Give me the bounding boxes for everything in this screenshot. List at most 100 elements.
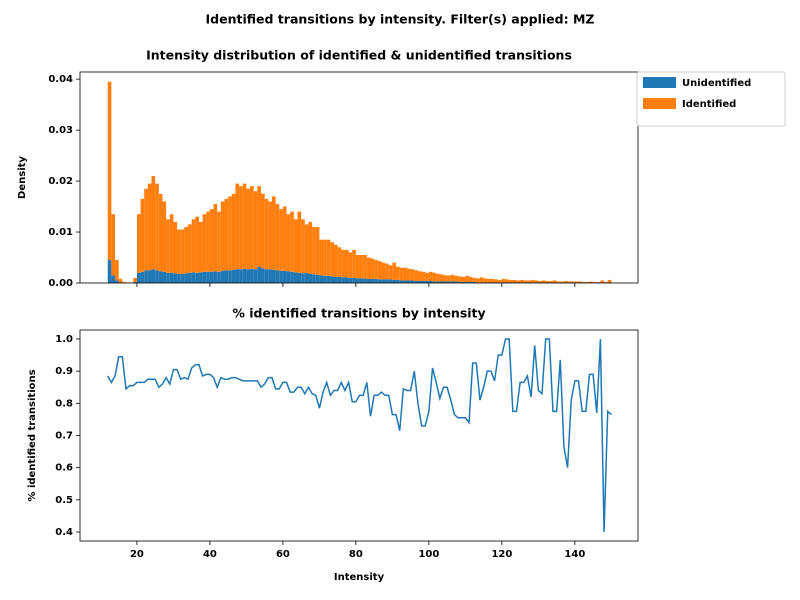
- histogram-bar: [465, 275, 470, 282]
- histogram-bar: [359, 278, 364, 283]
- histogram-bar: [436, 281, 440, 283]
- histogram-bar: [377, 261, 382, 280]
- histogram-bar: [202, 214, 207, 272]
- histogram-bar: [421, 280, 426, 283]
- legend-label: Identified: [682, 99, 736, 110]
- histogram-bar: [162, 201, 167, 272]
- histogram-bar: [257, 186, 262, 267]
- histogram-bar: [337, 276, 342, 283]
- histogram-bar: [585, 281, 590, 283]
- histogram-bar: [363, 254, 367, 279]
- axes-frame: [79, 71, 639, 284]
- histogram-bar: [155, 183, 159, 271]
- x-tick-label: 20: [130, 549, 144, 560]
- histogram-bar: [472, 281, 477, 283]
- histogram-bar: [144, 188, 148, 271]
- histogram-bar: [531, 279, 535, 283]
- histogram-bar: [155, 270, 159, 283]
- histogram-bar: [366, 278, 371, 283]
- histogram-bar: [220, 201, 225, 271]
- histogram-bar: [162, 271, 167, 283]
- histogram-bar: [250, 268, 254, 283]
- histogram-bar: [428, 271, 433, 281]
- histogram-bar: [231, 193, 236, 270]
- histogram-bar: [454, 275, 459, 282]
- histogram-bar: [396, 266, 400, 280]
- histogram-bar: [301, 219, 305, 274]
- histogram-bar: [534, 280, 539, 283]
- histogram-bar: [253, 269, 258, 283]
- histogram-bar: [118, 278, 123, 283]
- histogram-bar: [403, 280, 407, 283]
- histogram-bar: [261, 268, 265, 283]
- histogram-bar: [370, 258, 375, 279]
- axes-frame: [79, 329, 639, 542]
- histogram-bar: [326, 275, 331, 283]
- histogram-bar: [173, 273, 178, 283]
- histogram-bar: [293, 219, 298, 273]
- histogram-bar: [560, 281, 564, 283]
- histogram-bar: [228, 196, 232, 271]
- histogram-bar: [177, 273, 181, 283]
- histogram-bar: [552, 280, 557, 283]
- histogram-bar: [582, 281, 586, 283]
- histogram-bar: [607, 279, 612, 283]
- histogram-bar: [545, 280, 550, 283]
- histogram-bar: [264, 269, 269, 283]
- line-series: [107, 338, 612, 533]
- histogram-bar: [290, 271, 294, 283]
- histogram-bar: [417, 271, 422, 281]
- histogram-bar: [355, 278, 360, 283]
- histogram-bar: [191, 272, 196, 283]
- histogram-bar: [388, 279, 393, 283]
- histogram-bar: [563, 280, 568, 283]
- axes-title: % identified transitions by intensity: [232, 306, 485, 321]
- histogram-bar: [425, 280, 429, 283]
- histogram-bar: [253, 191, 258, 270]
- histogram-bar: [490, 278, 495, 283]
- histogram-bar: [111, 275, 116, 283]
- histogram-bar: [166, 272, 170, 283]
- histogram-bar: [271, 196, 276, 270]
- histogram-bar: [385, 279, 389, 283]
- histogram-bar: [239, 186, 243, 270]
- histogram-bar: [268, 269, 272, 283]
- histogram-bar: [133, 281, 137, 283]
- histogram-bar: [374, 260, 378, 279]
- histogram-bar: [341, 277, 345, 283]
- y-tick-label: 0.00: [48, 278, 73, 289]
- histogram-bar: [264, 198, 269, 270]
- histogram-bar: [589, 281, 594, 283]
- histogram-bar: [344, 277, 349, 283]
- histogram-bar: [352, 249, 356, 278]
- histogram-bar: [228, 270, 232, 283]
- histogram-bar: [454, 281, 459, 283]
- histogram-bar: [188, 224, 192, 273]
- axes-title: Intensity distribution of identified & u…: [146, 48, 572, 63]
- histogram-bar: [220, 270, 225, 283]
- histogram-bar: [158, 271, 163, 283]
- histogram-bar: [447, 275, 451, 282]
- histogram-bar: [421, 271, 426, 281]
- histogram-bar: [140, 198, 145, 272]
- histogram-bar: [330, 276, 335, 283]
- histogram-bar: [224, 198, 229, 271]
- histogram-bar: [479, 277, 484, 283]
- histogram-bar: [385, 263, 389, 280]
- y-tick-label: 0.02: [48, 176, 73, 187]
- histogram-bar: [304, 272, 309, 283]
- histogram-bar: [158, 193, 163, 272]
- histogram-bar: [242, 183, 247, 269]
- histogram-bar: [312, 226, 316, 275]
- histogram-bar: [406, 268, 411, 281]
- histogram-bar: [246, 188, 251, 270]
- histogram-bar: [312, 274, 316, 283]
- histogram-bar: [290, 211, 294, 272]
- histogram-bar: [286, 214, 291, 272]
- histogram-bar: [472, 277, 477, 282]
- histogram-bar: [396, 279, 400, 283]
- histogram-bar: [293, 272, 298, 283]
- y-tick-label: 0.9: [55, 366, 73, 377]
- y-tick-label: 0.01: [48, 227, 73, 238]
- histogram-bar: [301, 273, 305, 283]
